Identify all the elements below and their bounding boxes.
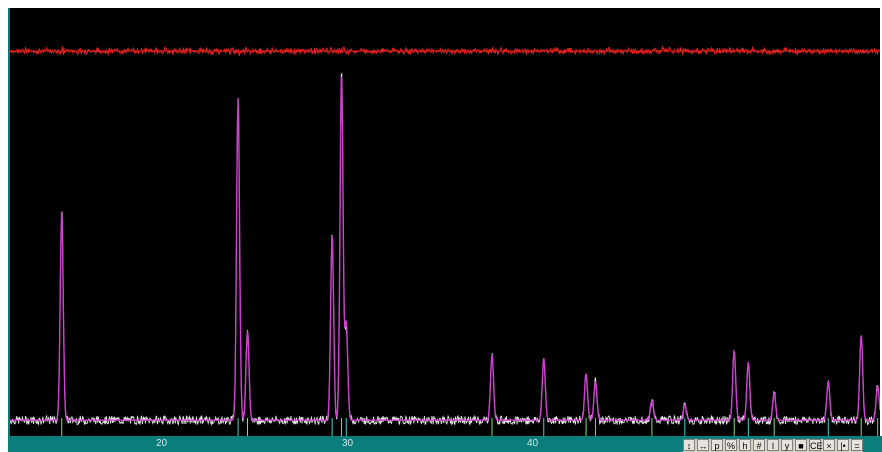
x-tick-label-30: 30	[342, 438, 354, 449]
difference-curve	[10, 45, 880, 57]
plot-toolbar: ↕ ↔ p % h # l y ■ CE × |• =	[683, 439, 863, 452]
plot-area	[8, 8, 880, 436]
marker-button[interactable]: |•	[837, 439, 849, 451]
grid-button[interactable]: #	[753, 439, 765, 451]
x-tick-label-20: 20	[156, 438, 168, 449]
calculated-curve-layer	[10, 76, 880, 421]
x-axis-bar	[8, 436, 882, 452]
difference-curve-layer	[10, 45, 880, 57]
calculated-curve	[10, 76, 880, 421]
fill-icon[interactable]: ■	[795, 439, 807, 451]
close-icon[interactable]: ×	[823, 439, 835, 451]
h-button[interactable]: h	[739, 439, 751, 451]
zoom-horizontal-button[interactable]: ↔	[697, 439, 709, 451]
l-button[interactable]: l	[767, 439, 779, 451]
diffraction-plot	[10, 45, 880, 436]
zoom-vertical-button[interactable]: ↕	[683, 439, 695, 451]
equals-button[interactable]: =	[851, 439, 863, 451]
y-button[interactable]: y	[781, 439, 793, 451]
reflection-ticks-layer	[61, 418, 879, 436]
ce-button[interactable]: CE	[809, 439, 823, 451]
p-button[interactable]: p	[711, 439, 723, 451]
percent-button[interactable]: %	[725, 439, 737, 451]
x-tick-label-40: 40	[527, 438, 539, 449]
